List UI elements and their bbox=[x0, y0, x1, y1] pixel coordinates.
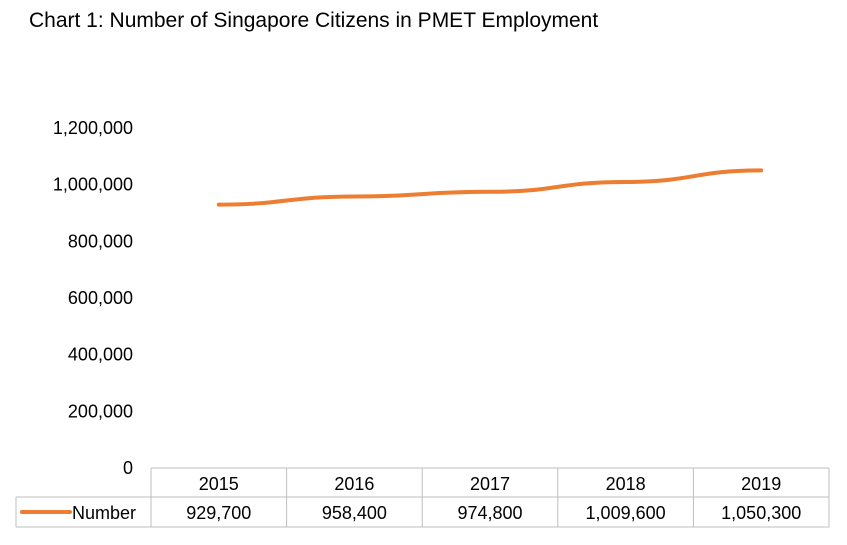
x-category-label: 2016 bbox=[334, 474, 374, 494]
series-line-number bbox=[216, 168, 764, 207]
x-category-label: 2015 bbox=[199, 474, 239, 494]
x-category-label: 2017 bbox=[470, 474, 510, 494]
y-tick-label: 800,000 bbox=[68, 231, 133, 251]
y-tick-label: 200,000 bbox=[68, 401, 133, 421]
data-value-label: 1,009,600 bbox=[586, 503, 666, 523]
data-value-label: 974,800 bbox=[457, 503, 522, 523]
data-value-label: 1,050,300 bbox=[721, 503, 801, 523]
y-tick-label: 400,000 bbox=[68, 345, 133, 365]
y-tick-label: 0 bbox=[123, 458, 133, 478]
y-axis: 0 200,000 400,000 600,000 800,000 1,000,000 1,… bbox=[53, 118, 133, 478]
y-tick-label: 1,000,000 bbox=[53, 175, 133, 195]
y-tick-label: 1,200,000 bbox=[53, 118, 133, 138]
x-category-label: 2018 bbox=[606, 474, 646, 494]
y-tick-label: 600,000 bbox=[68, 288, 133, 308]
legend-label-number: Number bbox=[72, 503, 136, 523]
data-table: 2015 2016 2017 2018 2019 Number 929,700 958,400… bbox=[15, 467, 830, 528]
data-value-label: 929,700 bbox=[186, 503, 251, 523]
chart-title: Chart 1: Number of Singapore Citizens in… bbox=[29, 9, 598, 32]
x-category-label: 2019 bbox=[741, 474, 781, 494]
plot-area bbox=[216, 168, 764, 207]
data-value-label: 958,400 bbox=[322, 503, 387, 523]
